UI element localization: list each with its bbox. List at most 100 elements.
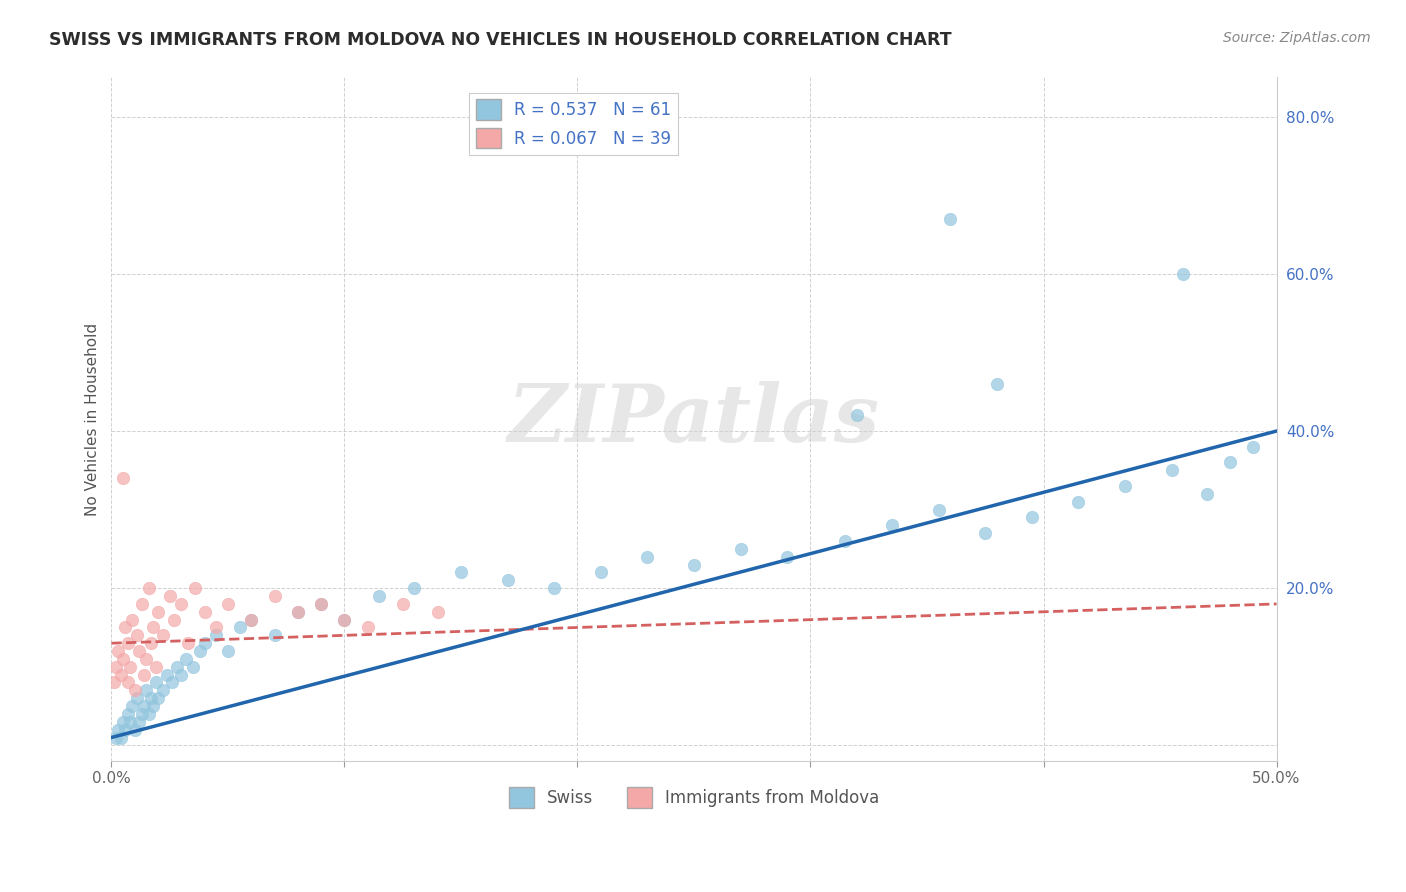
- Point: [333, 613, 356, 627]
- Point: [118, 714, 141, 729]
- Point: [170, 667, 193, 681]
- Point: [117, 636, 139, 650]
- Point: [188, 644, 211, 658]
- Point: [287, 605, 309, 619]
- Point: [205, 628, 228, 642]
- Point: [110, 667, 132, 681]
- Point: [117, 675, 139, 690]
- Point: [636, 549, 658, 564]
- Point: [333, 613, 356, 627]
- Point: [139, 691, 162, 706]
- Point: [309, 597, 332, 611]
- Legend: Swiss, Immigrants from Moldova: Swiss, Immigrants from Moldova: [502, 780, 886, 814]
- Point: [1195, 487, 1218, 501]
- Point: [263, 589, 285, 603]
- Point: [450, 566, 472, 580]
- Point: [1241, 440, 1264, 454]
- Point: [194, 605, 217, 619]
- Point: [928, 502, 950, 516]
- Point: [287, 605, 309, 619]
- Point: [986, 376, 1008, 391]
- Point: [103, 675, 125, 690]
- Point: [146, 691, 169, 706]
- Point: [174, 652, 197, 666]
- Point: [138, 706, 160, 721]
- Point: [404, 581, 426, 595]
- Point: [160, 675, 183, 690]
- Point: [163, 613, 186, 627]
- Point: [128, 714, 150, 729]
- Point: [110, 731, 132, 745]
- Point: [240, 613, 263, 627]
- Point: [112, 471, 135, 485]
- Point: [118, 660, 141, 674]
- Point: [125, 691, 148, 706]
- Point: [114, 620, 136, 634]
- Point: [1219, 455, 1241, 469]
- Point: [194, 636, 217, 650]
- Point: [184, 581, 207, 595]
- Point: [730, 541, 752, 556]
- Point: [114, 723, 136, 737]
- Y-axis label: No Vehicles in Household: No Vehicles in Household: [86, 323, 100, 516]
- Point: [152, 628, 174, 642]
- Point: [834, 534, 856, 549]
- Point: [132, 699, 155, 714]
- Point: [177, 636, 200, 650]
- Text: ZIPatlas: ZIPatlas: [508, 381, 880, 458]
- Point: [166, 660, 188, 674]
- Point: [543, 581, 565, 595]
- Point: [125, 628, 148, 642]
- Point: [309, 597, 332, 611]
- Point: [112, 714, 135, 729]
- Point: [496, 574, 519, 588]
- Point: [880, 518, 903, 533]
- Point: [589, 566, 612, 580]
- Point: [128, 644, 150, 658]
- Point: [939, 211, 962, 226]
- Point: [391, 597, 413, 611]
- Point: [170, 597, 193, 611]
- Point: [217, 644, 239, 658]
- Point: [139, 636, 162, 650]
- Point: [159, 589, 181, 603]
- Point: [228, 620, 250, 634]
- Point: [132, 667, 155, 681]
- Point: [121, 699, 143, 714]
- Text: SWISS VS IMMIGRANTS FROM MOLDOVA NO VEHICLES IN HOUSEHOLD CORRELATION CHART: SWISS VS IMMIGRANTS FROM MOLDOVA NO VEHI…: [49, 31, 952, 49]
- Point: [105, 660, 128, 674]
- Point: [1067, 495, 1090, 509]
- Point: [142, 699, 165, 714]
- Point: [974, 526, 997, 541]
- Point: [107, 644, 129, 658]
- Point: [846, 409, 869, 423]
- Point: [142, 620, 165, 634]
- Point: [1160, 463, 1182, 477]
- Point: [117, 706, 139, 721]
- Point: [145, 660, 167, 674]
- Point: [217, 597, 239, 611]
- Point: [135, 652, 157, 666]
- Point: [776, 549, 799, 564]
- Point: [138, 581, 160, 595]
- Point: [146, 605, 169, 619]
- Point: [145, 675, 167, 690]
- Point: [181, 660, 204, 674]
- Point: [135, 683, 157, 698]
- Point: [263, 628, 285, 642]
- Point: [1173, 267, 1195, 281]
- Point: [121, 613, 143, 627]
- Point: [124, 683, 146, 698]
- Point: [112, 652, 135, 666]
- Point: [368, 589, 391, 603]
- Point: [240, 613, 263, 627]
- Text: Source: ZipAtlas.com: Source: ZipAtlas.com: [1223, 31, 1371, 45]
- Point: [426, 605, 449, 619]
- Point: [105, 731, 128, 745]
- Point: [1114, 479, 1136, 493]
- Point: [156, 667, 179, 681]
- Point: [1021, 510, 1043, 524]
- Point: [131, 706, 153, 721]
- Point: [124, 723, 146, 737]
- Point: [152, 683, 174, 698]
